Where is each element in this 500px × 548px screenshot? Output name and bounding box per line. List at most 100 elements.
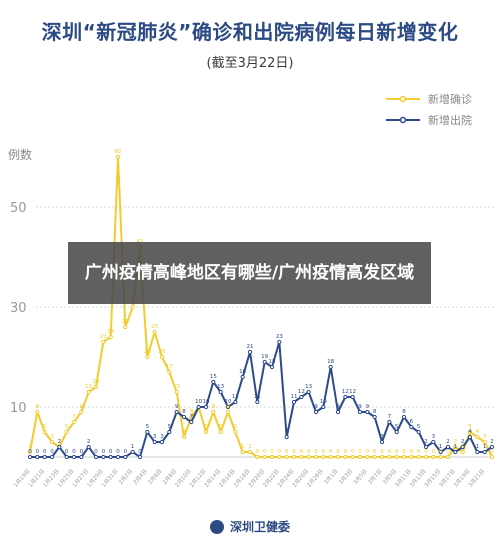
- data-label: 9: [175, 404, 179, 410]
- data-point: [240, 449, 245, 455]
- data-point: [174, 389, 179, 395]
- data-label: 5: [219, 424, 223, 430]
- data-point: [328, 364, 333, 370]
- data-label: 1: [131, 444, 135, 450]
- data-label: 9: [336, 404, 340, 410]
- data-label: 0: [28, 449, 32, 455]
- data-label: 5: [43, 424, 47, 430]
- x-tick-label: 3月1日: [323, 468, 340, 486]
- data-point: [57, 444, 62, 450]
- data-point: [247, 349, 253, 355]
- data-point: [130, 449, 135, 455]
- data-label: 3: [153, 434, 157, 440]
- data-point: [71, 419, 77, 425]
- data-point: [321, 454, 326, 460]
- data-point: [489, 454, 495, 460]
- data-point: [167, 369, 172, 375]
- data-point: [409, 454, 414, 460]
- data-point: [130, 304, 135, 310]
- data-label: 26: [122, 319, 129, 325]
- y-axis-label: 例数: [8, 147, 32, 162]
- data-point: [115, 154, 121, 160]
- data-label: 2: [461, 439, 465, 445]
- data-point: [299, 394, 304, 400]
- data-label: 0: [292, 449, 296, 455]
- data-label: 0: [109, 449, 113, 455]
- data-point: [438, 454, 443, 460]
- x-tick-label: 2月4日: [132, 468, 149, 486]
- data-point: [277, 339, 282, 345]
- data-point: [460, 444, 465, 450]
- data-point: [71, 454, 77, 460]
- data-label: 1: [483, 444, 487, 450]
- data-point: [64, 454, 69, 460]
- data-label: 4: [285, 429, 289, 435]
- data-label: 18: [327, 359, 334, 365]
- data-label: 20: [144, 349, 151, 355]
- data-point: [489, 444, 495, 450]
- data-point: [42, 429, 47, 435]
- x-tick-label: 3月3日: [337, 468, 354, 486]
- data-label: 8: [402, 409, 406, 415]
- data-point: [284, 454, 289, 460]
- data-point: [343, 454, 348, 460]
- data-label: 2: [87, 439, 91, 445]
- y-tick-label: 30: [10, 301, 27, 316]
- data-point: [152, 329, 157, 335]
- data-label: 5: [168, 424, 172, 430]
- data-label: 1: [439, 444, 443, 450]
- data-point: [79, 454, 84, 460]
- data-label: 0: [270, 449, 274, 455]
- data-point: [174, 409, 179, 415]
- x-tick-label: 2月6日: [147, 468, 164, 486]
- data-point: [27, 449, 33, 455]
- data-point: [218, 389, 223, 395]
- data-point: [328, 454, 333, 460]
- data-point: [372, 454, 377, 460]
- data-label: 0: [380, 449, 384, 455]
- data-point: [225, 409, 231, 415]
- data-label: 3: [160, 434, 164, 440]
- data-label: 4: [468, 429, 472, 435]
- data-point: [240, 374, 245, 380]
- data-label: 13: [173, 384, 180, 390]
- x-tick-label: 3月7日: [367, 468, 384, 486]
- data-point: [269, 364, 275, 370]
- data-point: [445, 454, 451, 460]
- data-label: 5: [234, 424, 238, 430]
- data-point: [93, 384, 99, 390]
- data-label: 0: [410, 449, 414, 455]
- data-point: [108, 454, 113, 460]
- data-label: 0: [300, 449, 304, 455]
- data-label: 0: [439, 449, 443, 455]
- legend-entry: 新增出院: [428, 113, 472, 127]
- data-point: [269, 454, 275, 460]
- health-commission-logo-icon: [209, 520, 224, 534]
- data-label: 0: [102, 449, 106, 455]
- data-label: 1: [248, 444, 252, 450]
- data-point: [233, 399, 238, 405]
- data-label: 0: [43, 449, 47, 455]
- data-label: 8: [190, 409, 194, 415]
- data-label: 17: [166, 364, 173, 370]
- data-label: 0: [417, 449, 421, 455]
- chart-subtitle: (截至3月22日): [206, 56, 294, 71]
- data-label: 10: [225, 399, 232, 405]
- data-point: [262, 454, 267, 460]
- data-point: [379, 454, 385, 460]
- data-label: 1: [461, 444, 465, 450]
- legend-entry: 新增确诊: [428, 92, 472, 106]
- data-label: 0: [80, 449, 84, 455]
- data-label: 11: [232, 394, 239, 400]
- data-point: [321, 404, 326, 410]
- legend-marker: [399, 116, 407, 124]
- data-label: 0: [424, 449, 428, 455]
- source-footer: 深圳卫健委: [0, 518, 500, 535]
- data-label: 7: [72, 414, 76, 420]
- data-label: 20: [159, 349, 166, 355]
- data-point: [101, 339, 106, 345]
- data-label: 1: [476, 444, 480, 450]
- data-label: 14: [93, 379, 100, 385]
- data-point: [335, 454, 341, 460]
- data-label: 9: [226, 404, 230, 410]
